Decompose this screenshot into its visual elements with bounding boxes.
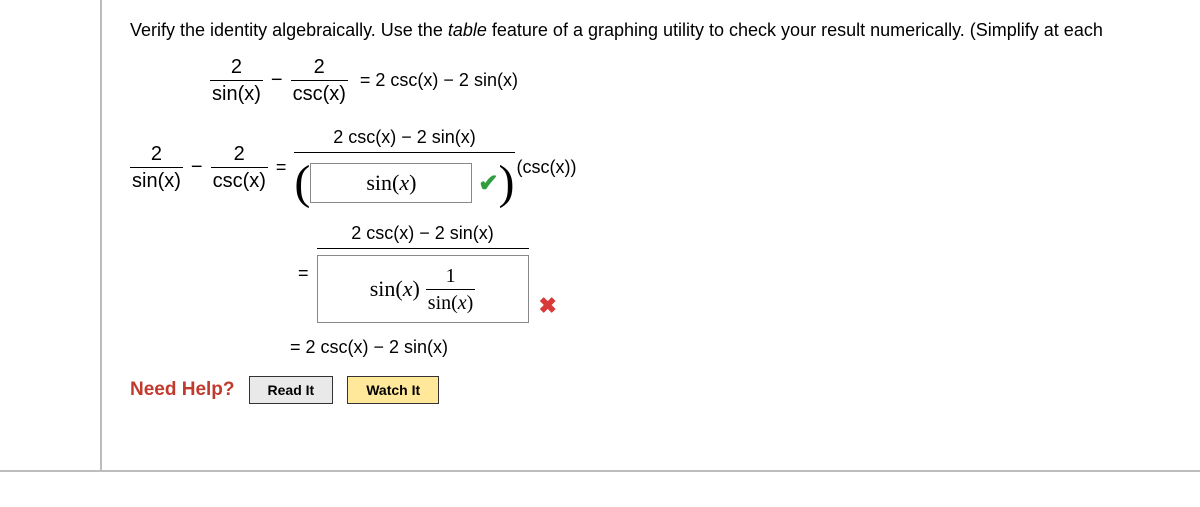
step2-row: = 2 csc(x) − 2 sin(x) sin(x) 1 sin(x) [290, 223, 1200, 323]
left-border-rule [100, 0, 102, 470]
watch-it-button[interactable]: Watch It [347, 376, 439, 404]
input1-value: sin(x) [366, 170, 416, 196]
final-line: = 2 csc(x) − 2 sin(x) [290, 337, 448, 358]
minus-op-2: − [183, 156, 211, 179]
read-it-button[interactable]: Read It [249, 376, 334, 404]
answer-input-1[interactable]: sin(x) [310, 163, 472, 203]
close-paren-1: ) [499, 159, 515, 207]
frac-2-over-sinx: 2 sin(x) [210, 56, 263, 105]
minus-op: − [263, 69, 291, 92]
instruction-pre: Verify the identity algebraically. Use t… [130, 20, 448, 40]
need-help-row: Need Help? Read It Watch It [130, 376, 1200, 404]
step1-numerator: 2 csc(x) − 2 sin(x) [333, 127, 476, 152]
instruction-text: Verify the identity algebraically. Use t… [130, 18, 1200, 42]
step1-bigfrac: 2 csc(x) − 2 sin(x) ( sin(x) ✔ ) [294, 127, 514, 207]
frac-2-over-sinx-2: 2 sin(x) [130, 143, 183, 192]
frac-2-over-cscx-2: 2 csc(x) [211, 143, 268, 192]
input2-value: sin(x) 1 sin(x) [370, 265, 476, 314]
identity-line: 2 sin(x) − 2 csc(x) = 2 csc(x) − 2 sin(x… [210, 56, 1200, 105]
open-paren-1: ( [294, 159, 310, 207]
answer-input-2[interactable]: sin(x) 1 sin(x) [317, 255, 529, 323]
check-icon: ✔ [478, 169, 498, 198]
need-help-label: Need Help? [130, 379, 235, 401]
cross-icon: ✖ [539, 293, 557, 319]
step1-row: 2 sin(x) − 2 csc(x) = 2 csc(x) − 2 sin(x… [130, 127, 1200, 207]
equals-2: = [290, 263, 317, 284]
instruction-post: feature of a graphing utility to check y… [487, 20, 1103, 40]
step2-numerator: 2 csc(x) − 2 sin(x) [351, 223, 494, 248]
final-line-row: = 2 csc(x) − 2 sin(x) [290, 337, 1200, 358]
identity-rhs: = 2 csc(x) − 2 sin(x) [352, 70, 526, 91]
instruction-em: table [448, 20, 487, 40]
bottom-border-rule [0, 470, 1200, 472]
step2-bigfrac: 2 csc(x) − 2 sin(x) sin(x) 1 sin(x) [317, 223, 529, 323]
equals-1: = [268, 157, 295, 178]
post-paren: (csc(x)) [517, 157, 577, 178]
frac-2-over-cscx: 2 csc(x) [291, 56, 348, 105]
